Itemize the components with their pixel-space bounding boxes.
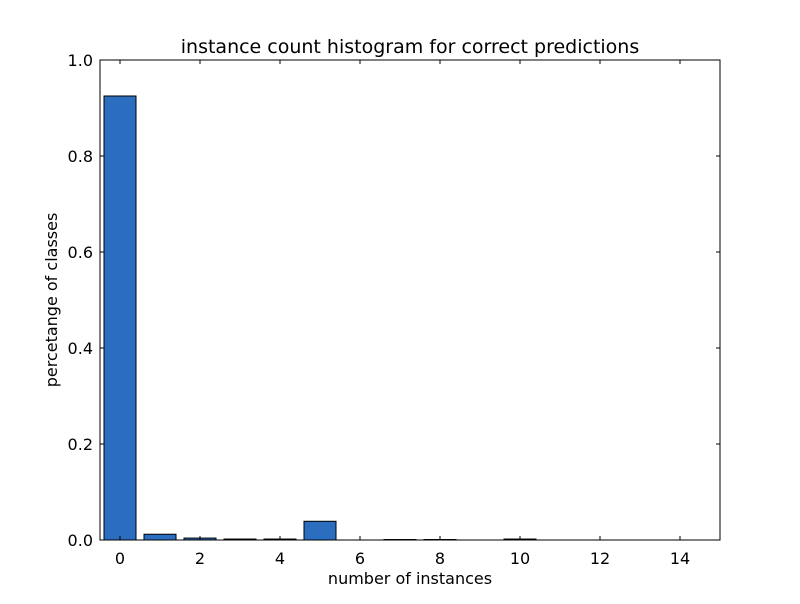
- y-axis-label: percetange of classes: [42, 213, 61, 388]
- y-tick-label-0.4: 0.4: [68, 339, 93, 358]
- bar-1: [144, 534, 176, 540]
- y-tick-label-0: 0.0: [68, 531, 93, 550]
- x-tick-label-14: 14: [670, 549, 690, 568]
- plot-frame: [100, 60, 720, 540]
- x-tick-label-10: 10: [510, 549, 530, 568]
- y-tick-label-0.6: 0.6: [68, 243, 93, 262]
- x-tick-label-0: 0: [115, 549, 125, 568]
- x-tick-label-8: 8: [435, 549, 445, 568]
- x-tick-label-6: 6: [355, 549, 365, 568]
- x-axis-label: number of instances: [328, 569, 492, 588]
- bar-0: [104, 96, 136, 540]
- y-tick-label-0.2: 0.2: [68, 435, 93, 454]
- y-tick-label-1: 1.0: [68, 51, 93, 70]
- x-tick-label-4: 4: [275, 549, 285, 568]
- x-tick-label-12: 12: [590, 549, 610, 568]
- x-tick-label-2: 2: [195, 549, 205, 568]
- bars-layer: [104, 96, 536, 540]
- y-tick-label-0.8: 0.8: [68, 147, 93, 166]
- chart-title: instance count histogram for correct pre…: [181, 36, 640, 58]
- bar-5: [304, 521, 336, 540]
- ticks-layer: 0 2 4 6 8 10 12 14 0.0 0.2 0.4 0.6 0.8 1.0: [68, 51, 720, 568]
